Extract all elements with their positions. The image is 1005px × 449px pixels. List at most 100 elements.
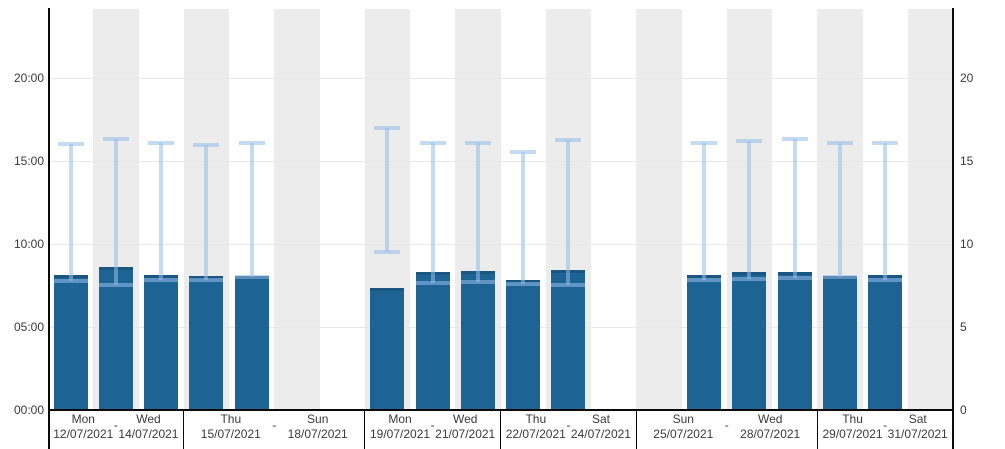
date-label: 12/07/2021: [53, 427, 114, 441]
y-tick-label-right: 20: [960, 70, 974, 85]
bar[interactable]: [189, 276, 224, 410]
whisker-low-band: [53, 278, 88, 283]
y-tick-label-left: 00:00: [13, 403, 44, 417]
whisker-line: [475, 142, 480, 283]
x-group-separator: [816, 410, 818, 449]
date-label: 29/07/2021: [822, 427, 883, 441]
weekday-label: Wed: [452, 412, 478, 426]
whisker-line: [883, 143, 888, 280]
weekday-label: Sat: [908, 412, 927, 426]
y-tick-label-left: 05:00: [13, 319, 44, 334]
gridline: [48, 326, 953, 328]
date-label: 14/07/2021: [118, 427, 179, 441]
gridline: [48, 243, 953, 245]
plot-area: [48, 8, 953, 410]
whisker-low-band: [687, 278, 722, 283]
date-label: 24/07/2021: [570, 427, 631, 441]
x-group-separator: [183, 410, 185, 449]
date-label: 28/07/2021: [740, 427, 801, 441]
whisker-line: [521, 151, 526, 284]
bar[interactable]: [98, 267, 133, 410]
whisker-line: [837, 142, 842, 278]
bar[interactable]: [777, 272, 812, 410]
whisker-cap-top: [464, 140, 491, 145]
x-group-separator: [364, 410, 366, 449]
bar[interactable]: [415, 272, 450, 410]
x-axis-from-label: Sun 25/07/2021: [636, 412, 730, 442]
whisker-line: [249, 143, 254, 278]
x-group-separator: [635, 410, 637, 449]
x-axis-group-label: Mon 12/07/2021 Wed 14/07/2021-: [48, 410, 184, 449]
alt-day-stripe: [636, 9, 682, 410]
whisker-cap-top: [736, 138, 763, 143]
whisker-cap-top: [102, 137, 129, 142]
x-axis-to-label: Sat 31/07/2021: [882, 412, 953, 442]
bar[interactable]: [53, 274, 88, 410]
x-axis-group-label: Thu 22/07/2021 Sat 24/07/2021-: [501, 410, 637, 449]
bar[interactable]: [551, 269, 586, 410]
whisker-line: [159, 143, 164, 281]
whisker-cap-top: [193, 143, 220, 148]
x-axis-group-label: Mon 19/07/2021 Wed 21/07/2021-: [365, 410, 501, 449]
x-group-separator: [500, 410, 501, 449]
bar[interactable]: [460, 271, 495, 410]
bar[interactable]: [370, 287, 405, 410]
x-axis-to-label: Wed 28/07/2021: [723, 412, 817, 442]
group-label-dash: -: [724, 418, 729, 432]
whisker-line: [792, 139, 797, 278]
whisker-low-band: [415, 280, 450, 285]
whisker-low-band: [777, 275, 812, 280]
whisker-cap-top: [374, 126, 401, 131]
whisker-cap-bottom: [374, 250, 401, 255]
bar[interactable]: [234, 276, 269, 410]
whisker-line: [702, 143, 707, 281]
date-label: 21/07/2021: [435, 427, 496, 441]
whisker-line: [385, 128, 390, 253]
x-axis-line: [48, 409, 954, 411]
weekday-label: Sat: [591, 412, 610, 426]
x-axis-group-label: Thu 29/07/2021 Sat 31/07/2021-: [817, 410, 953, 449]
x-axis-to-label: Wed 14/07/2021: [113, 412, 184, 442]
x-axis-group-label: Sun 25/07/2021 Wed 28/07/2021-: [636, 410, 817, 449]
whisker-low-band: [551, 282, 586, 287]
date-label: 19/07/2021: [370, 427, 431, 441]
x-axis-from-label: Thu 22/07/2021: [501, 412, 572, 442]
whisker-cap-top: [57, 142, 84, 147]
y-tick-label-right: 10: [960, 236, 974, 251]
group-label-dash: -: [566, 418, 571, 432]
whisker-cap-top: [148, 141, 175, 146]
bar[interactable]: [822, 276, 857, 410]
bar-top-edge: [370, 287, 405, 291]
x-axis-to-label: Sat 24/07/2021: [566, 412, 637, 442]
group-label-dash: -: [883, 418, 888, 432]
whisker-cap-top: [419, 140, 446, 145]
bar[interactable]: [687, 274, 722, 410]
weekday-label: Sun: [307, 412, 329, 426]
whisker-cap-top: [872, 141, 899, 146]
whisker-line: [747, 140, 752, 279]
group-label-dash: -: [113, 418, 118, 432]
bar[interactable]: [144, 274, 179, 410]
bar[interactable]: [506, 279, 541, 410]
weekday-label: Wed: [757, 412, 783, 426]
whisker-low-band: [98, 283, 133, 288]
whisker-low-band: [822, 275, 857, 280]
x-axis-to-label: Sun 18/07/2021: [271, 412, 365, 442]
gridline: [48, 77, 953, 79]
whisker-low-band: [506, 281, 541, 286]
weekday-label: Mon: [71, 412, 95, 426]
whisker-low-band: [868, 277, 903, 282]
weekday-label: Wed: [136, 412, 161, 426]
whisker-cap-top: [826, 140, 853, 145]
y-tick-label-right: 0: [960, 403, 967, 417]
y-tick-label-right: 15: [960, 153, 974, 168]
whisker-low-band: [144, 278, 179, 283]
y-tick-label-left: 15:00: [13, 153, 44, 168]
bar[interactable]: [732, 272, 767, 410]
date-label: 15/07/2021: [200, 427, 261, 441]
weekday-label: Thu: [842, 412, 863, 426]
date-label: 25/07/2021: [653, 427, 714, 441]
x-axis-group-label: Thu 15/07/2021 Sun 18/07/2021-: [184, 410, 365, 449]
y-tick-label-left: 10:00: [13, 236, 44, 251]
bar[interactable]: [868, 274, 903, 410]
